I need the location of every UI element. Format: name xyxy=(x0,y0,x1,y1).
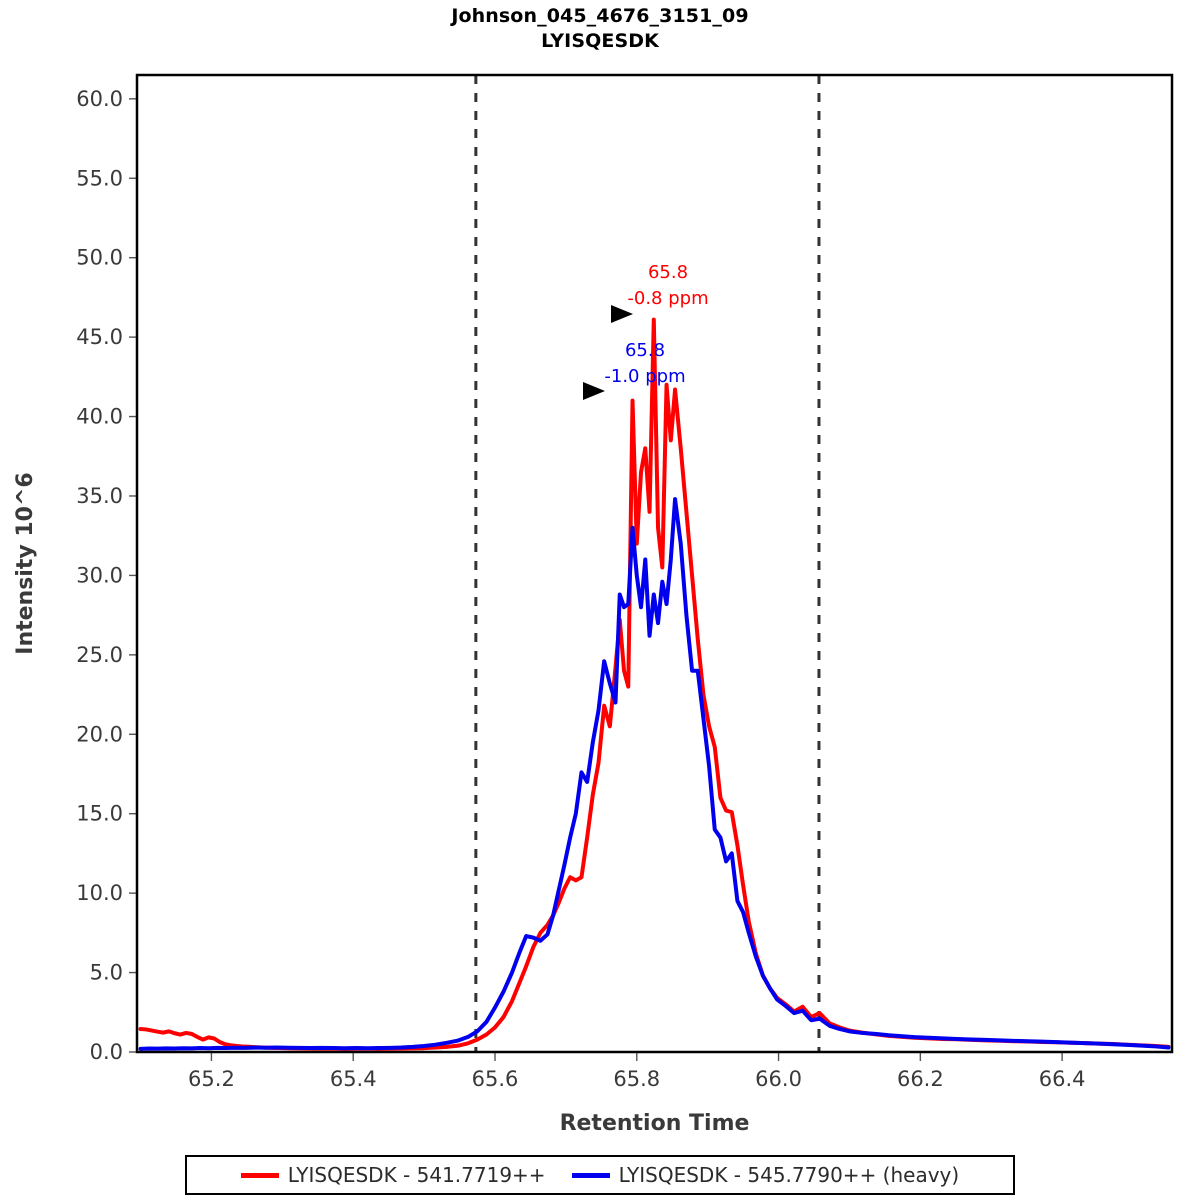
legend-label-light: LYISQESDK - 541.7719++ xyxy=(287,1163,546,1187)
y-axis-tick-label: 55.0 xyxy=(76,166,123,190)
y-axis-tick-label: 20.0 xyxy=(76,722,123,746)
light-peak-annotation-ppm: -0.8 ppm xyxy=(627,288,708,309)
x-axis-tick-label: 65.2 xyxy=(188,1067,235,1091)
x-axis-tick-label: 66.0 xyxy=(755,1067,802,1091)
chart-title: Johnson_045_4676_3151_09 LYISQESDK xyxy=(0,4,1200,54)
heavy-peak-annotation-ppm: -1.0 ppm xyxy=(604,366,685,387)
legend-swatch-light xyxy=(240,1172,279,1178)
x-axis-tick-label: 65.4 xyxy=(330,1067,377,1091)
chart-legend: LYISQESDK - 541.7719++ LYISQESDK - 545.7… xyxy=(185,1155,1015,1195)
y-axis-tick-label: 10.0 xyxy=(76,881,123,905)
x-axis-title: Retention Time xyxy=(560,1111,750,1136)
plot-frame xyxy=(135,73,1174,1054)
y-axis-tick-label: 45.0 xyxy=(76,325,123,349)
y-axis-tick-label: 0.0 xyxy=(90,1040,123,1064)
y-axis-tick-label: 40.0 xyxy=(76,405,123,429)
y-axis-tick-label: 50.0 xyxy=(76,246,123,270)
y-axis-tick-label: 25.0 xyxy=(76,643,123,667)
y-axis-tick-label: 35.0 xyxy=(76,484,123,508)
y-axis-tick-label: 15.0 xyxy=(76,802,123,826)
legend-label-heavy: LYISQESDK - 545.7790++ (heavy) xyxy=(618,1163,960,1187)
light-peak-annotation-rt: 65.8 xyxy=(648,262,688,283)
y-axis-tick-label: 5.0 xyxy=(90,961,123,985)
plot-background xyxy=(137,75,1172,1052)
x-axis-tick-label: 66.4 xyxy=(1039,1067,1086,1091)
chart-title-line2: LYISQESDK xyxy=(541,30,659,53)
x-axis-tick-label: 65.8 xyxy=(613,1067,660,1091)
x-axis-tick-label: 66.2 xyxy=(897,1067,944,1091)
legend-swatch-heavy xyxy=(571,1172,610,1178)
heavy-peak-annotation-rt: 65.8 xyxy=(625,340,665,361)
legend-entry-heavy[interactable]: LYISQESDK - 545.7790++ (heavy) xyxy=(571,1163,960,1187)
legend-entry-light[interactable]: LYISQESDK - 541.7719++ xyxy=(240,1163,546,1187)
x-axis-tick-label: 65.6 xyxy=(472,1067,519,1091)
series-line-heavy[interactable] xyxy=(138,497,1171,1051)
light-peak-annotation-arrow-icon xyxy=(611,305,633,323)
y-axis-tick-label: 30.0 xyxy=(76,563,123,587)
y-axis-tick-label: 60.0 xyxy=(76,87,123,111)
chart-title-line1: Johnson_045_4676_3151_09 xyxy=(451,5,749,27)
heavy-peak-annotation-arrow-icon xyxy=(583,382,605,400)
y-axis-title: Intensity 10^6 xyxy=(13,472,38,654)
